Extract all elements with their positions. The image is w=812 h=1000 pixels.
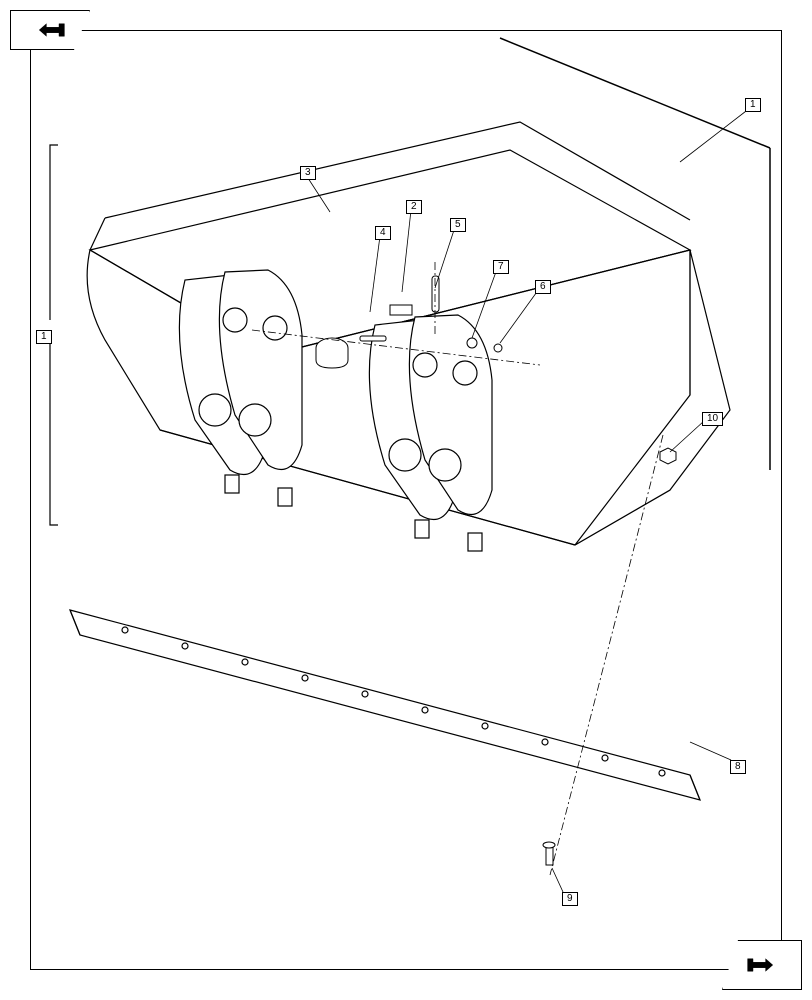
cutting-edge — [70, 610, 700, 800]
bolt-9 — [543, 842, 555, 865]
callout-5: 5 — [450, 218, 466, 232]
mount-bracket-left — [179, 270, 302, 506]
callout-10: 10 — [702, 412, 723, 426]
callout-4: 4 — [375, 226, 391, 240]
callout-7: 7 — [493, 260, 509, 274]
callout-1a: 1 — [745, 98, 761, 112]
callout-6: 6 — [535, 280, 551, 294]
exploded-diagram — [30, 30, 782, 970]
callout-1b: 1 — [36, 330, 52, 344]
callout-9: 9 — [562, 892, 578, 906]
callout-3: 3 — [300, 166, 316, 180]
nut-10 — [660, 448, 676, 464]
callout-2: 2 — [406, 200, 422, 214]
callout-8: 8 — [730, 760, 746, 774]
